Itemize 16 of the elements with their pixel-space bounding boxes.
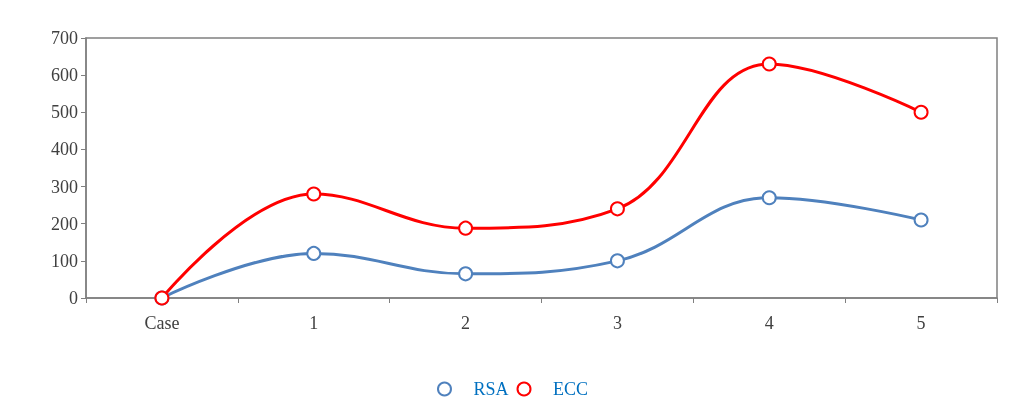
x-tick-label: 2 [461,313,471,333]
y-tick-label: 100 [51,250,78,271]
legend-label: RSA [473,379,509,399]
y-tick-label: 600 [51,65,78,86]
y-tick-label: 0 [69,288,78,308]
y-tick-label: 700 [51,28,78,48]
y-tick-label: 500 [51,102,78,123]
y-tick-label: 400 [51,139,78,160]
legend-label: ECC [553,379,589,399]
x-tick-label: 3 [612,313,622,333]
x-tick-label: 5 [916,313,926,333]
y-tick-label: 300 [51,176,78,197]
x-tick-label: 1 [309,313,319,333]
x-tick-label: 4 [764,313,774,333]
x-tick-label: Case [144,313,180,333]
y-tick-label: 200 [51,213,78,234]
